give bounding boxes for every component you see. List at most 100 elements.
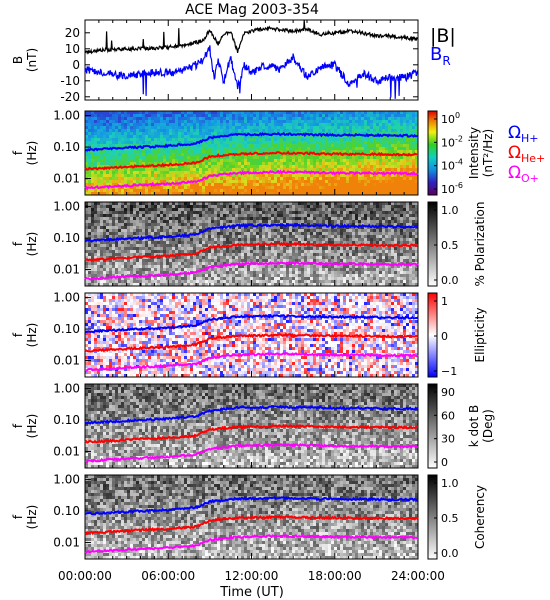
intensity-cbar-label: 10-2 — [441, 134, 463, 149]
omega-legend: ΩH+ ΩHe+ ΩO+ — [508, 123, 545, 185]
kdotb-ytick-label: 0.10 — [53, 413, 80, 427]
ellipticity-omega-Heplus-line — [84, 332, 419, 353]
ellipticity-omega-Oplus-line — [84, 351, 419, 372]
ellipticity-omega-Hplus-line — [84, 313, 419, 334]
x-tick-label: 24:00:00 — [391, 569, 445, 583]
legend-omega-H-symbol: Ω — [508, 123, 521, 143]
coherency-omega-Heplus-line — [84, 514, 419, 536]
legend-B-R: BR — [430, 44, 451, 68]
coherency-colorbar — [427, 474, 438, 560]
intensity-cbar-label: 10-4 — [441, 158, 463, 173]
ellipticity-ytick-label: 1.00 — [53, 291, 80, 305]
polarization-cbar-label: 1.0 — [441, 204, 459, 217]
panel-kdotb: 1.00 0.10 0.01 f (Hz) 90 60 30 0 k dot B (Deg) — [11, 382, 495, 469]
x-tick-label: 06:00:00 — [141, 569, 195, 583]
coherency-ylabel-line2: (Hz) — [25, 505, 39, 530]
intensity-cbar-label-exp: -2 — [455, 134, 463, 143]
intensity-ylabel-line2: (Hz) — [25, 141, 39, 166]
x-tick-label: 00:00:00 — [58, 569, 112, 583]
legend-B-R-sub: R — [442, 54, 450, 68]
kdotb-omega-Hplus-line — [84, 404, 419, 425]
legend-omega-He-sub: He+ — [521, 152, 545, 165]
polarization-cbar-title: % Polarization — [473, 202, 487, 287]
legend-omega-He: ΩHe+ — [508, 143, 545, 165]
mag-plot-area — [84, 19, 419, 101]
polarization-cbar-label: 0.0 — [441, 274, 459, 287]
panel-polarization: 1.00 0.10 0.01 f (Hz) 1.0 0.5 0.0 % Polarization — [11, 200, 487, 287]
coherency-cbar-title: Coherency — [473, 485, 487, 549]
coherency-omega-Oplus-line — [84, 533, 419, 554]
mag-y-ticks: 20 10 0 -10 -20 — [60, 20, 419, 104]
ellipticity-cbar-title: Ellipticity — [473, 308, 487, 363]
mag-ytick-label: 0 — [72, 58, 80, 72]
ellipticity-cbar-label: 0 — [441, 330, 448, 343]
intensity-omega-Heplus-line — [84, 150, 418, 171]
polarization-omega-Hplus-line — [84, 222, 419, 243]
kdotb-ytick-label: 0.01 — [53, 445, 80, 459]
panel-ellipticity: 1.00 0.10 0.01 f (Hz) 1 0 −1 Ellipticity — [11, 291, 487, 378]
legend-omega-O-symbol: Ω — [508, 163, 521, 183]
kdotb-cbar-units: (Deg) — [481, 409, 495, 443]
kdotb-spectrogram — [85, 384, 419, 469]
kdotb-ylabel-line1: f — [11, 423, 25, 428]
polarization-ylabel-line2: (Hz) — [25, 232, 39, 257]
kdotb-colorbar — [427, 383, 438, 469]
legend-B-R-main: B — [430, 44, 442, 65]
intensity-ytick-label: 1.00 — [53, 109, 80, 123]
kdotb-cbar-title: k dot B — [467, 405, 481, 447]
kdotb-cbar-label: 0 — [441, 456, 448, 469]
legend-B-total: |B| — [430, 25, 456, 47]
mag-ytick-label: 10 — [65, 42, 80, 56]
x-tick-label: 18:00:00 — [308, 569, 362, 583]
mag-ylabel-line1: B — [11, 56, 25, 64]
intensity-cbar-label-base: 10 — [441, 113, 455, 126]
panel-coherency: 1.00 0.10 0.01 f (Hz) 1.0 0.5 0.0 Coherency — [11, 473, 487, 560]
ellipticity-cbar-label: −1 — [441, 365, 457, 378]
ellipticity-ytick-label: 0.10 — [53, 322, 80, 336]
intensity-cbar-units: (nT²/Hz) — [481, 129, 495, 177]
coherency-cbar-label: 0.5 — [441, 512, 459, 525]
mag-ytick-label: -10 — [60, 74, 80, 88]
kdotb-ytick-label: 1.00 — [53, 382, 80, 396]
intensity-colorbar — [427, 110, 438, 196]
kdotb-cbar-label: 90 — [441, 386, 455, 399]
mag-ytick-label: 20 — [65, 26, 80, 40]
polarization-ytick-label: 1.00 — [53, 200, 80, 214]
kdotb-omega-Heplus-line — [84, 423, 419, 444]
legend-omega-He-symbol: Ω — [508, 143, 521, 163]
figure-title: ACE Mag 2003-354 — [185, 2, 319, 18]
legend-omega-H-sub: H+ — [521, 132, 539, 145]
x-tick-labels: 00:00:00 06:00:00 12:00:00 18:00:00 24:00:00 — [58, 569, 445, 583]
ellipticity-ytick-label: 0.01 — [53, 354, 80, 368]
intensity-cbar-label-exp: 0 — [455, 111, 460, 120]
series-B-R-line — [84, 45, 419, 99]
intensity-ytick-label: 0.01 — [53, 172, 80, 186]
polarization-ylabel-line1: f — [11, 241, 25, 246]
kdotb-cbar-label: 60 — [441, 409, 455, 422]
intensity-ytick-label: 0.10 — [53, 140, 80, 154]
panel-intensity: 1.000.100.01f (Hz)10010-210-410-6Intensit… — [11, 109, 495, 196]
intensity-ylabel-line1: f — [11, 150, 25, 155]
series-B-total-line — [84, 19, 419, 55]
x-tick-label: 12:00:00 — [225, 569, 279, 583]
legend-omega-O: ΩO+ — [508, 163, 539, 185]
polarization-colorbar — [427, 201, 438, 287]
coherency-cbar-label: 1.0 — [441, 477, 459, 490]
spectral-panels: 1.000.100.01f (Hz)10010-210-410-6Intensit… — [11, 109, 495, 560]
intensity-cbar-label-exp: -4 — [455, 158, 463, 167]
ellipticity-cbar-label: 1 — [441, 295, 448, 308]
coherency-ytick-label: 0.10 — [53, 504, 80, 518]
kdotb-cbar-label: 30 — [441, 433, 455, 446]
intensity-omega-Hplus-line — [84, 131, 419, 152]
polarization-cbar-label: 0.5 — [441, 239, 459, 252]
x-axis-label: Time (UT) — [219, 585, 284, 600]
intensity-cbar-label: 100 — [441, 111, 460, 126]
ellipticity-colorbar — [427, 292, 438, 378]
intensity-cbar-label: 10-6 — [441, 181, 463, 196]
polarization-ytick-label: 0.10 — [53, 231, 80, 245]
coherency-omega-Hplus-line — [84, 495, 419, 516]
intensity-cbar-label-exp: -6 — [455, 181, 463, 190]
intensity-omega-Oplus-line — [84, 169, 419, 191]
